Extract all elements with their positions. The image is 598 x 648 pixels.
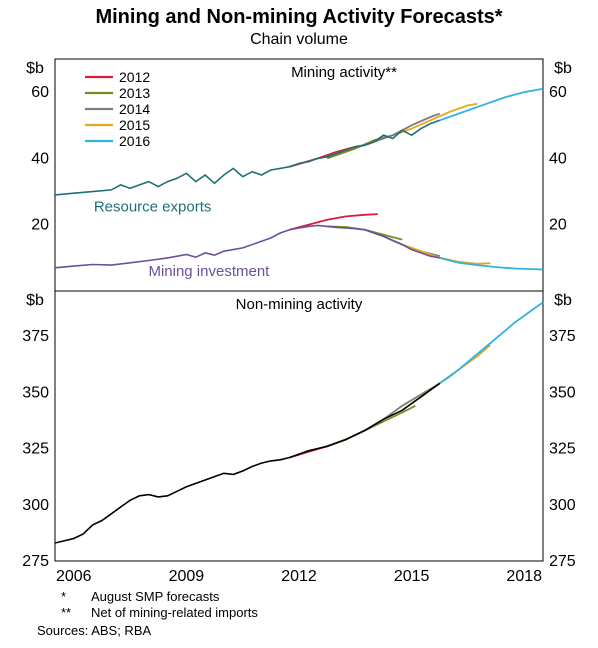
- series-annotation: Mining investment: [148, 263, 270, 280]
- chart-subtitle: Chain volume: [0, 31, 598, 49]
- y-tick-left: 60: [31, 84, 49, 101]
- forecast-mi-2013: [327, 226, 402, 239]
- y-unit-left: $b: [26, 60, 44, 77]
- forecast-re-2016: [440, 89, 543, 121]
- x-tick: 2012: [281, 568, 317, 585]
- panel-label-bottom: Non-mining activity: [236, 296, 363, 313]
- x-tick: 2009: [169, 568, 205, 585]
- footnote-text: August SMP forecasts: [91, 589, 220, 604]
- y-tick-right: 40: [549, 150, 567, 167]
- y-tick-left: 275: [22, 553, 49, 570]
- forecast-nm-2016: [440, 302, 543, 383]
- footnote-text: Net of mining-related imports: [91, 605, 258, 620]
- y-unit-right: $b: [554, 292, 572, 309]
- y-tick-right: 60: [549, 84, 567, 101]
- y-tick-left: 375: [22, 328, 49, 345]
- footnote-mark: *: [61, 589, 66, 604]
- chart-title: Mining and Non-mining Activity Forecasts…: [0, 0, 598, 29]
- y-tick-right: 275: [549, 553, 576, 570]
- forecast-re-2015: [402, 104, 477, 132]
- nonmining-recent: [290, 383, 440, 457]
- legend-label: 2016: [119, 133, 150, 149]
- nonmining-actual: [55, 458, 290, 544]
- forecast-mi-2016: [440, 258, 543, 270]
- y-tick-right: 350: [549, 384, 576, 401]
- mining-investment-actual: [55, 230, 290, 268]
- y-tick-left: 350: [22, 384, 49, 401]
- mining-investment-recent: [290, 225, 440, 258]
- y-tick-left: 325: [22, 441, 49, 458]
- resource-exports-actual: [55, 167, 290, 195]
- y-tick-left: 300: [22, 497, 49, 514]
- legend-label: 2013: [119, 85, 150, 101]
- legend-label: 2014: [119, 101, 150, 117]
- y-tick-right: 325: [549, 441, 576, 458]
- y-tick-left: 40: [31, 150, 49, 167]
- x-tick: 2018: [506, 568, 542, 585]
- y-tick-right: 375: [549, 328, 576, 345]
- panel-label-top: Mining activity**: [291, 64, 397, 81]
- legend-label: 2012: [119, 69, 150, 85]
- legend-label: 2015: [119, 117, 150, 133]
- y-unit-left: $b: [26, 292, 44, 309]
- chart-container: Mining and Non-mining Activity Forecasts…: [0, 0, 598, 647]
- chart-svg: 20 20 40 40 60 60 $b $b 275 275 300 300 325 325 350 350…: [0, 49, 598, 648]
- y-unit-right: $b: [554, 60, 572, 77]
- sources: Sources: ABS; RBA: [37, 623, 151, 638]
- forecast-mi-2015: [402, 245, 490, 264]
- y-tick-right: 20: [549, 217, 567, 234]
- y-tick-right: 300: [549, 497, 576, 514]
- series-annotation: Resource exports: [94, 198, 212, 215]
- footnote-mark: **: [61, 605, 71, 620]
- x-tick: 2006: [56, 568, 92, 585]
- y-tick-left: 20: [31, 217, 49, 234]
- x-tick: 2015: [394, 568, 430, 585]
